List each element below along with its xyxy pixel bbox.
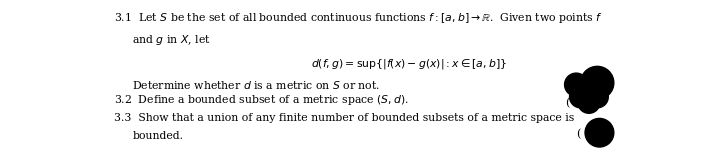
Ellipse shape (580, 66, 614, 99)
Ellipse shape (585, 118, 614, 147)
Ellipse shape (578, 91, 600, 113)
Text: and $g$ in $X$, let: and $g$ in $X$, let (132, 33, 211, 47)
Text: bounded.: bounded. (132, 131, 183, 141)
Text: 3.3  Show that a union of any finite number of bounded subsets of a metric space: 3.3 Show that a union of any finite numb… (114, 113, 574, 123)
Ellipse shape (570, 86, 592, 108)
Text: 3.1  Let $S$ be the set of all bounded continuous functions $f : [a, b] \rightar: 3.1 Let $S$ be the set of all bounded co… (114, 11, 603, 25)
Text: Determine whether $d$ is a metric on $S$ or not.: Determine whether $d$ is a metric on $S$… (132, 79, 381, 91)
Ellipse shape (586, 86, 608, 108)
Text: (: ( (565, 98, 570, 108)
Text: (: ( (576, 129, 580, 139)
Text: $d(f, g) = \mathrm{sup}\{|f(x) - g(x)| : x \in [a, b]\}$: $d(f, g) = \mathrm{sup}\{|f(x) - g(x)| :… (311, 57, 506, 71)
Text: 3.2  Define a bounded subset of a metric space $(S, d)$.: 3.2 Define a bounded subset of a metric … (114, 93, 408, 107)
Ellipse shape (565, 73, 588, 96)
